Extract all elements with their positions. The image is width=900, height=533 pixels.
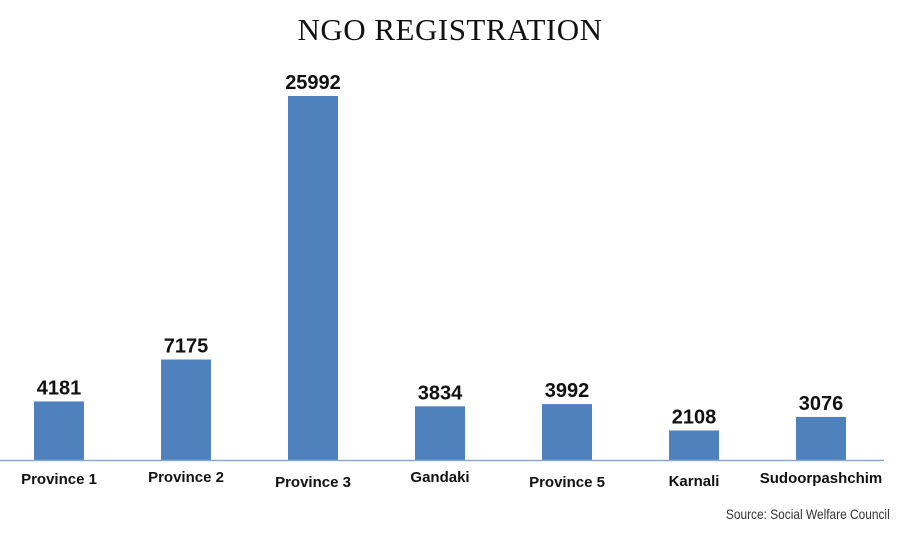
bar-karnali (669, 430, 719, 460)
category-labels-group: Province 1 Province 2 Province 3 Gandaki Pro… (21, 469, 882, 491)
chart-title: NGO REGISTRATION (297, 12, 603, 47)
category-label: Gandaki (410, 469, 469, 486)
data-label: 3834 (418, 382, 463, 404)
bars-group (34, 96, 846, 460)
category-label: Province 1 (21, 471, 97, 488)
value-labels-group: 4181 7175 25992 3834 3992 2108 3076 (37, 72, 844, 428)
data-label: 25992 (285, 72, 341, 94)
bar-province-5 (542, 404, 592, 460)
category-label: Sudoorpashchim (760, 470, 883, 487)
bar-gandaki (415, 406, 465, 460)
category-label: Province 5 (529, 474, 605, 491)
category-label: Province 3 (275, 474, 351, 491)
bar-province-3 (288, 96, 338, 460)
data-label: 3076 (799, 393, 844, 415)
bar-sudoorpashchim (796, 416, 846, 460)
category-label: Province 2 (148, 469, 224, 486)
data-label: 2108 (672, 406, 717, 428)
bar-province-1 (34, 401, 84, 460)
source-note: Source: Social Welfare Council (726, 506, 890, 522)
data-label: 7175 (164, 336, 209, 358)
bar-province-2 (161, 359, 211, 460)
data-label: 4181 (37, 377, 82, 399)
data-label: 3992 (545, 380, 590, 402)
category-label: Karnali (669, 473, 720, 490)
